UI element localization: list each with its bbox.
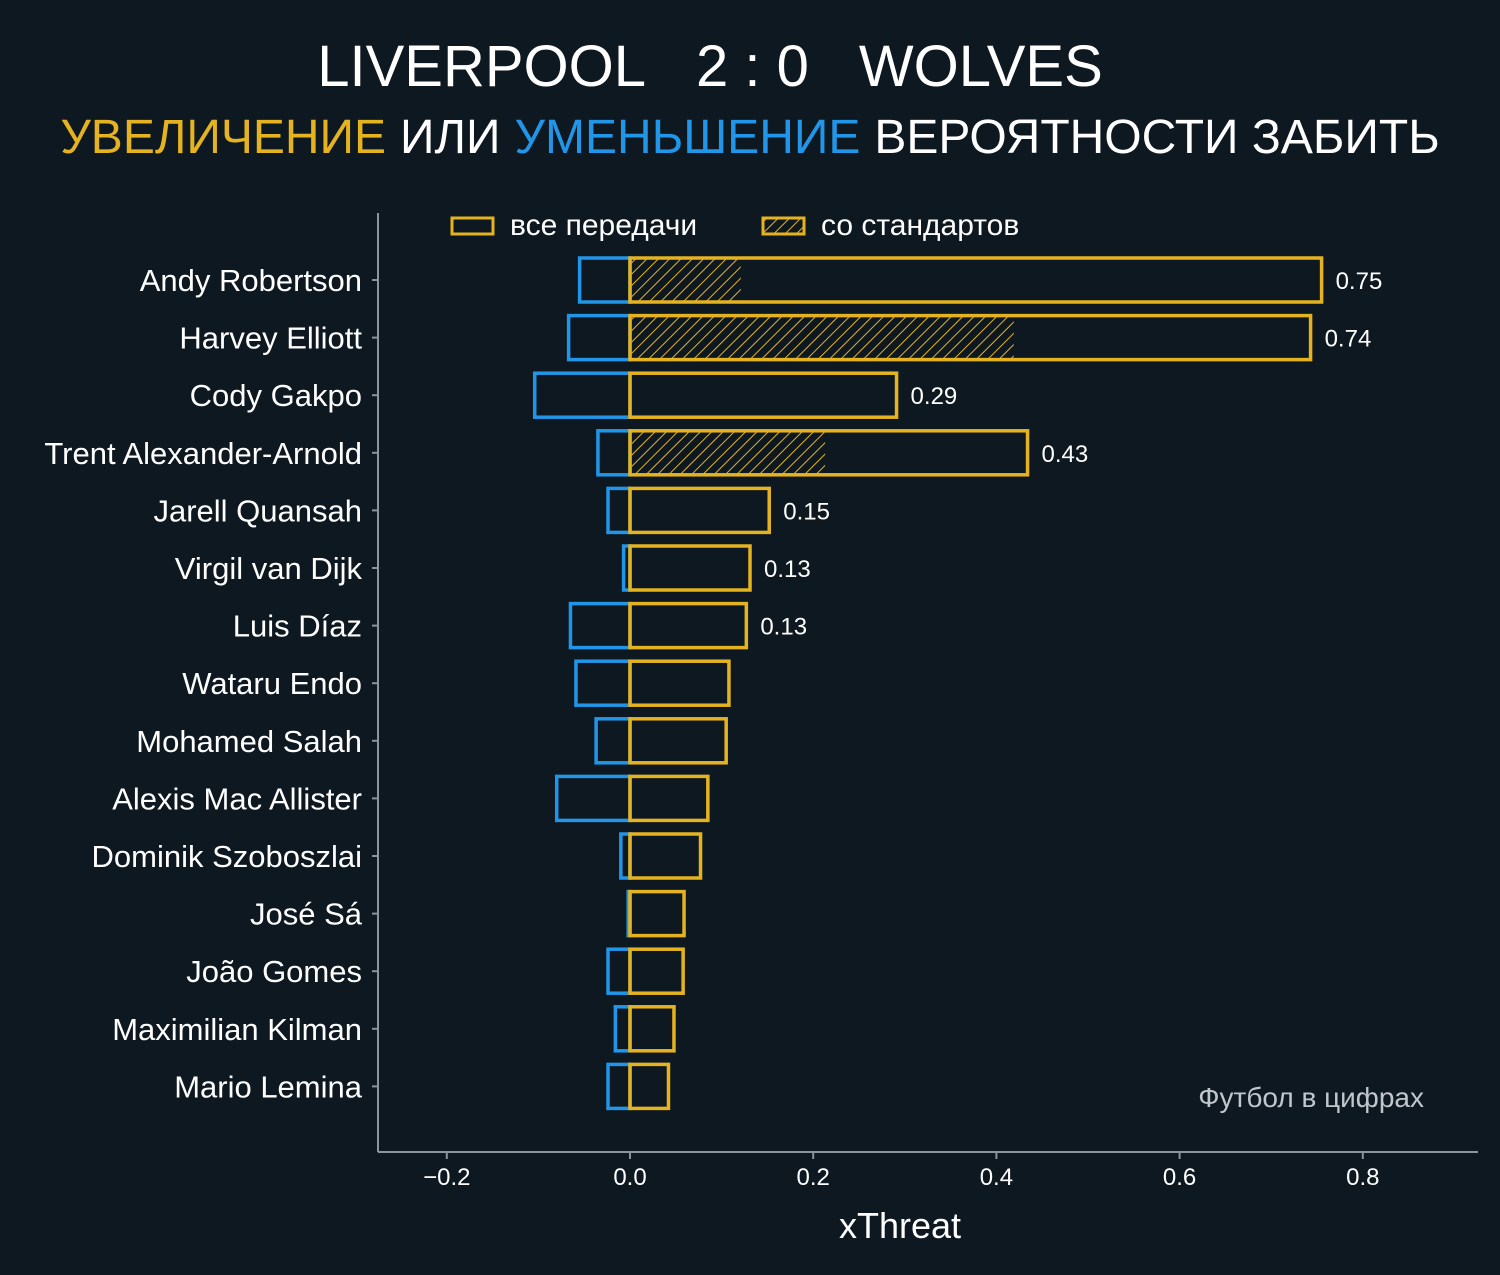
positive-bar bbox=[628, 889, 686, 938]
player-label: Cody Gakpo bbox=[190, 378, 362, 413]
value-label: 0.13 bbox=[764, 556, 811, 583]
player-label: Mario Lemina bbox=[174, 1069, 363, 1104]
x-tick-label: 0.2 bbox=[797, 1164, 830, 1191]
bars-group: 0.75 0.74 0.29 0.43 0.15 0.13 0.13 bbox=[532, 256, 1383, 1111]
player-label: João Gomes bbox=[186, 954, 362, 989]
score: 2 : 0 bbox=[696, 34, 809, 99]
positive-bar bbox=[628, 717, 728, 765]
player-bar-group bbox=[619, 832, 703, 880]
chart-subtitle: УВЕЛИЧЕНИЕ ИЛИ УМЕНЬШЕНИЕ ВЕРОЯТНОСТИ ЗАБИТ… bbox=[60, 111, 1439, 164]
subtitle-increase: УВЕЛИЧЕНИЕ bbox=[60, 111, 386, 164]
positive-bar bbox=[628, 774, 710, 823]
player-bar-group: 0.75 bbox=[577, 256, 1383, 304]
x-tick-label: 0.8 bbox=[1346, 1164, 1379, 1191]
value-label: 0.13 bbox=[760, 614, 807, 641]
positive-bar bbox=[628, 371, 899, 419]
player-bar-group bbox=[554, 774, 710, 823]
legend-label-all-passes: все передачи bbox=[510, 209, 697, 242]
legend-swatch-set-pieces bbox=[761, 216, 806, 236]
player-label: José Sá bbox=[250, 897, 363, 932]
negative-bar bbox=[606, 947, 632, 995]
player-bar-group bbox=[606, 1062, 671, 1111]
negative-bar bbox=[568, 601, 632, 650]
player-bar-group bbox=[594, 717, 728, 765]
legend-swatch-all-passes bbox=[450, 216, 495, 236]
value-label: 0.75 bbox=[1336, 268, 1383, 295]
negative-bar bbox=[606, 1062, 632, 1111]
negative-bar bbox=[606, 486, 632, 535]
player-label: Alexis Mac Allister bbox=[112, 781, 362, 816]
player-label: Harvey Elliott bbox=[179, 321, 362, 356]
positive-bar bbox=[628, 1005, 676, 1053]
x-tick-label: 0.4 bbox=[980, 1164, 1013, 1191]
negative-bar bbox=[577, 256, 632, 304]
player-bar-group bbox=[626, 889, 686, 938]
positive-bar bbox=[628, 832, 703, 880]
negative-bar bbox=[613, 1005, 632, 1053]
positive-bar bbox=[628, 429, 1030, 477]
x-tick-label: 0.0 bbox=[613, 1164, 646, 1191]
negative-bar bbox=[594, 717, 632, 765]
negative-bar bbox=[596, 429, 632, 477]
value-label: 0.15 bbox=[783, 498, 830, 525]
home-team: LIVERPOOL bbox=[317, 34, 646, 99]
player-bar-group: 0.13 bbox=[621, 544, 811, 592]
x-tick-label: −0.2 bbox=[423, 1164, 470, 1191]
negative-bar bbox=[574, 659, 632, 707]
positive-bar bbox=[628, 256, 1324, 304]
player-bar-group bbox=[606, 947, 685, 995]
positive-bar bbox=[628, 486, 771, 535]
positive-bar bbox=[628, 947, 685, 995]
watermark: Футбол в цифрах bbox=[1198, 1082, 1424, 1113]
player-bar-group: 0.29 bbox=[532, 371, 958, 419]
player-label: Jarell Quansah bbox=[153, 493, 362, 528]
player-bar-group: 0.43 bbox=[596, 429, 1089, 477]
chart-title: LIVERPOOL 2 : 0 WOLVES bbox=[317, 34, 1103, 99]
value-label: 0.43 bbox=[1042, 441, 1089, 468]
away-team: WOLVES bbox=[859, 34, 1103, 99]
positive-bar bbox=[628, 659, 731, 707]
player-label: Andy Robertson bbox=[140, 263, 362, 298]
player-bar-group bbox=[574, 659, 731, 707]
player-label: Dominik Szoboszlai bbox=[92, 839, 363, 874]
player-bar-group: 0.13 bbox=[568, 601, 807, 650]
player-label: Mohamed Salah bbox=[136, 724, 362, 759]
player-label: Virgil van Dijk bbox=[175, 551, 363, 586]
negative-bar bbox=[554, 774, 632, 823]
player-bar-group bbox=[613, 1005, 676, 1053]
value-label: 0.74 bbox=[1325, 326, 1372, 353]
player-label: Wataru Endo bbox=[182, 666, 362, 701]
set-piece-bar bbox=[630, 315, 1014, 360]
negative-bar bbox=[566, 313, 632, 362]
legend: все передачи со стандартов bbox=[450, 209, 1019, 242]
player-bar-group: 0.74 bbox=[566, 313, 1372, 362]
x-tick-label: 0.6 bbox=[1163, 1164, 1196, 1191]
subtitle-rest: ВЕРОЯТНОСТИ ЗАБИТЬ bbox=[874, 111, 1439, 164]
subtitle-decrease: УМЕНЬШЕНИЕ bbox=[515, 111, 861, 164]
subtitle-or: ИЛИ bbox=[400, 111, 501, 164]
positive-bar bbox=[628, 601, 749, 650]
player-bar-group: 0.15 bbox=[606, 486, 830, 535]
x-ticks: −0.2 0.0 0.2 0.4 0.6 0.8 bbox=[423, 1152, 1379, 1191]
player-label: Luis Díaz bbox=[233, 609, 362, 644]
set-piece-bar bbox=[630, 258, 741, 302]
player-label: Trent Alexander-Arnold bbox=[44, 436, 362, 471]
legend-label-set-pieces: со стандартов bbox=[821, 209, 1019, 242]
set-piece-bar bbox=[630, 430, 826, 475]
player-label: Maximilian Kilman bbox=[112, 1012, 362, 1047]
value-label: 0.29 bbox=[911, 383, 958, 410]
negative-bar bbox=[532, 371, 632, 419]
positive-bar bbox=[628, 313, 1313, 362]
positive-bar bbox=[628, 1062, 671, 1111]
positive-bar bbox=[628, 544, 752, 592]
y-tick-labels: Andy Robertson Harvey Elliott Cody Gakpo Tr… bbox=[44, 263, 378, 1104]
x-axis-label: xThreat bbox=[839, 1205, 961, 1246]
